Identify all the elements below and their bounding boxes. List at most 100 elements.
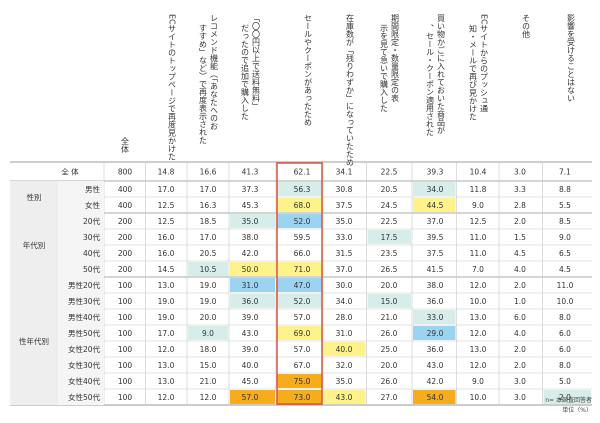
data-cell: 38.0 — [427, 281, 444, 290]
data-cell: 35.0 — [336, 377, 353, 386]
data-cell: 1.5 — [514, 233, 526, 242]
data-cell: 42.0 — [242, 249, 259, 258]
footnote-unit: 単位（%） — [562, 406, 592, 414]
data-cell: 18.5 — [200, 217, 217, 226]
data-cell: 26.5 — [381, 265, 398, 274]
group-column-background — [10, 181, 58, 405]
data-cell: 20.5 — [381, 185, 398, 194]
data-cell: 37.3 — [242, 185, 259, 194]
data-cell: 26.0 — [381, 329, 398, 338]
data-cell: 50.0 — [242, 265, 259, 274]
row-label: 全 体 — [61, 167, 79, 177]
row-label: 女性20代 — [68, 344, 101, 354]
data-cell: 43.0 — [336, 393, 353, 402]
data-cell: 4.0 — [514, 329, 526, 338]
data-cell: 75.0 — [294, 377, 311, 386]
data-cell: 39.5 — [427, 233, 444, 242]
data-cell: 45.0 — [242, 377, 259, 386]
data-cell: 9.0 — [202, 329, 214, 338]
row-label: 男性30代 — [68, 296, 101, 306]
data-cell: 38.0 — [242, 233, 259, 242]
data-cell: 14.8 — [158, 168, 175, 177]
data-cell: 8.5 — [559, 217, 571, 226]
data-cell: 12.0 — [470, 329, 487, 338]
data-cell: 12.0 — [470, 281, 487, 290]
highlight-cell — [230, 278, 275, 292]
data-cell: 200 — [118, 265, 133, 274]
data-cell: 200 — [118, 233, 133, 242]
highlight-cell — [277, 198, 322, 212]
column-header: 期間限定・数量限定の表示を見て急いで購入した — [380, 14, 400, 112]
data-cell: 71.0 — [294, 265, 311, 274]
data-cell: 12.5 — [158, 201, 175, 210]
data-cell: 12.0 — [158, 345, 175, 354]
data-cell: 6.0 — [559, 329, 571, 338]
highlight-cell — [188, 326, 228, 340]
column-header: セールやクーポンがあったため — [304, 14, 313, 126]
row-label: 30代 — [83, 232, 101, 242]
highlight-column-box — [276, 162, 323, 405]
row-label: 50代 — [83, 264, 101, 274]
highlight-cell — [277, 214, 322, 228]
data-cell: 16.0 — [158, 233, 175, 242]
data-cell: 41.5 — [427, 265, 444, 274]
data-cell: 100 — [118, 361, 133, 370]
highlight-cell — [230, 294, 275, 308]
data-cell: 4.5 — [514, 249, 526, 258]
data-cell: 200 — [118, 217, 133, 226]
data-cell: 5.0 — [559, 377, 571, 386]
data-cell: 57.0 — [242, 393, 259, 402]
data-cell: 33.0 — [427, 313, 444, 322]
data-cell: 10.4 — [470, 168, 487, 177]
data-cell: 800 — [118, 168, 133, 177]
row-label: 40代 — [83, 248, 101, 258]
highlight-cell — [230, 390, 275, 404]
highlight-cell — [277, 374, 322, 388]
column-header: ECサイトのトップページで再度見かけた — [168, 14, 177, 161]
data-cell: 37.5 — [336, 201, 353, 210]
column-header: 在庫数が「残りわずか」になっていたため — [346, 13, 355, 166]
data-cell: 43.0 — [242, 329, 259, 338]
data-cell: 16.3 — [200, 201, 217, 210]
data-cell: 17.5 — [381, 233, 398, 242]
data-cell: 29.0 — [427, 329, 444, 338]
data-cell: 4.0 — [514, 265, 526, 274]
highlight-cell — [277, 294, 322, 308]
data-cell: 13.0 — [158, 281, 175, 290]
data-cell: 34.1 — [336, 168, 353, 177]
label-column-background — [58, 181, 104, 405]
row-group-label: 年代別 — [23, 240, 46, 250]
data-cell: 67.0 — [294, 361, 311, 370]
data-cell: 3.0 — [514, 377, 526, 386]
data-cell: 2.0 — [514, 345, 526, 354]
row-label: 男性 — [85, 184, 100, 194]
data-cell: 22.5 — [381, 217, 398, 226]
data-cell: 2.0 — [514, 217, 526, 226]
data-cell: 17.0 — [158, 185, 175, 194]
data-cell: 39.0 — [242, 313, 259, 322]
data-cell: 20.5 — [200, 249, 217, 258]
data-cell: 21.0 — [200, 377, 217, 386]
data-cell: 37.0 — [336, 265, 353, 274]
highlight-cell — [230, 262, 275, 276]
data-cell: 9.0 — [472, 201, 484, 210]
row-label: 男性50代 — [68, 328, 101, 338]
row-label: 20代 — [83, 216, 101, 226]
highlight-cell — [188, 262, 228, 276]
data-cell: 24.5 — [381, 201, 398, 210]
data-cell: 2.0 — [514, 361, 526, 370]
data-cell: 26.0 — [381, 377, 398, 386]
data-cell: 20.0 — [200, 313, 217, 322]
row-label: 女性40代 — [68, 376, 101, 386]
data-cell: 52.0 — [294, 217, 311, 226]
highlight-cell — [413, 310, 456, 324]
data-cell: 10.0 — [470, 297, 487, 306]
data-cell: 11.0 — [470, 233, 487, 242]
data-cell: 39.3 — [427, 168, 444, 177]
data-cell: 73.0 — [294, 393, 311, 402]
data-cell: 13.0 — [470, 345, 487, 354]
data-cell: 19.0 — [200, 281, 217, 290]
data-cell: 5.5 — [559, 201, 571, 210]
row-label: 女性 — [85, 200, 100, 210]
data-cell: 13.0 — [470, 313, 487, 322]
